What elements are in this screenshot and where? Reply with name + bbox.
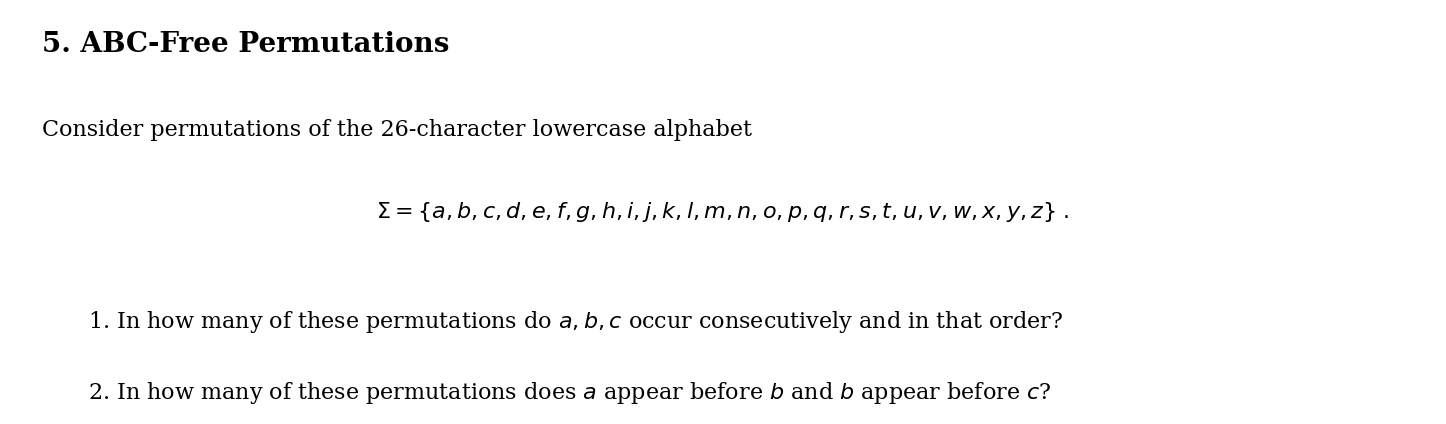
Text: 1. In how many of these permutations do $a, b, c$ occur consecutively and in tha: 1. In how many of these permutations do … [88,309,1063,335]
Text: $\Sigma = \{a, b, c, d, e, f, g, h, i, j, k, l, m, n, o, p, q, r, s, t, u, v, w,: $\Sigma = \{a, b, c, d, e, f, g, h, i, j… [376,200,1070,224]
Text: 5. ABC-Free Permutations: 5. ABC-Free Permutations [42,31,450,58]
Text: 2. In how many of these permutations does $a$ appear before $b$ and $b$ appear b: 2. In how many of these permutations doe… [88,380,1051,407]
Text: Consider permutations of the 26-character lowercase alphabet: Consider permutations of the 26-characte… [42,119,752,141]
